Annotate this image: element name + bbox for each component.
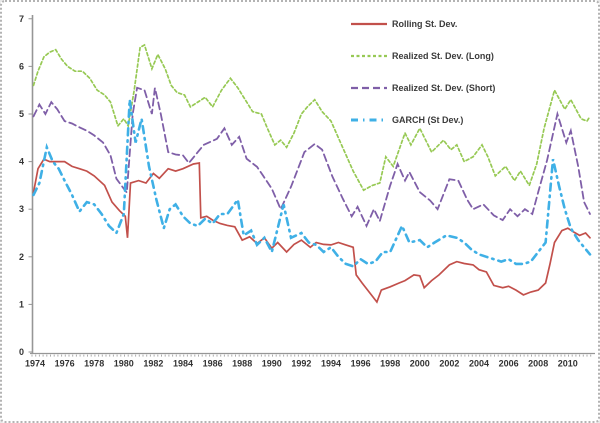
- legend-label: Rolling St. Dev.: [392, 19, 458, 29]
- realized-st-dev-short-line-sample-icon: [351, 86, 387, 90]
- svg-text:3: 3: [19, 204, 24, 214]
- svg-text:2010: 2010: [558, 359, 578, 369]
- svg-text:1982: 1982: [143, 359, 163, 369]
- legend-item-realized-st-dev-short: Realized St. Dev. (Short): [350, 82, 495, 94]
- rolling-st-dev-line-sample-icon: [351, 22, 387, 26]
- svg-text:1998: 1998: [380, 359, 400, 369]
- svg-text:1990: 1990: [262, 359, 282, 369]
- svg-text:2006: 2006: [499, 359, 519, 369]
- svg-text:2002: 2002: [439, 359, 459, 369]
- svg-text:0: 0: [19, 347, 24, 357]
- svg-text:6: 6: [19, 61, 24, 71]
- legend-item-realized-st-dev-long: Realized St. Dev. (Long): [350, 50, 494, 62]
- svg-text:7: 7: [19, 14, 24, 24]
- svg-text:5: 5: [19, 109, 24, 119]
- legend-label: Realized St. Dev. (Long): [392, 51, 494, 61]
- svg-text:1994: 1994: [321, 359, 341, 369]
- svg-text:2008: 2008: [528, 359, 548, 369]
- svg-text:1988: 1988: [232, 359, 252, 369]
- svg-text:1992: 1992: [291, 359, 311, 369]
- svg-text:1976: 1976: [55, 359, 75, 369]
- legend-label: Realized St. Dev. (Short): [392, 83, 496, 93]
- svg-text:1980: 1980: [114, 359, 134, 369]
- svg-text:1984: 1984: [173, 359, 193, 369]
- svg-text:1: 1: [19, 299, 24, 309]
- svg-text:2004: 2004: [469, 359, 489, 369]
- legend-label: GARCH (St Dev.): [392, 115, 464, 125]
- svg-text:1974: 1974: [25, 359, 45, 369]
- svg-text:1986: 1986: [203, 359, 223, 369]
- garch-st-dev-line-sample-icon: [351, 118, 387, 122]
- svg-text:2: 2: [19, 252, 24, 262]
- svg-text:1978: 1978: [84, 359, 104, 369]
- realized-st-dev-long-line-sample-icon: [351, 54, 387, 58]
- svg-text:2000: 2000: [410, 359, 430, 369]
- legend-item-rolling-st-dev: Rolling St. Dev.: [350, 18, 457, 30]
- svg-text:1996: 1996: [351, 359, 371, 369]
- svg-text:4: 4: [19, 157, 24, 167]
- legend-item-garch-st-dev: GARCH (St Dev.): [350, 114, 463, 126]
